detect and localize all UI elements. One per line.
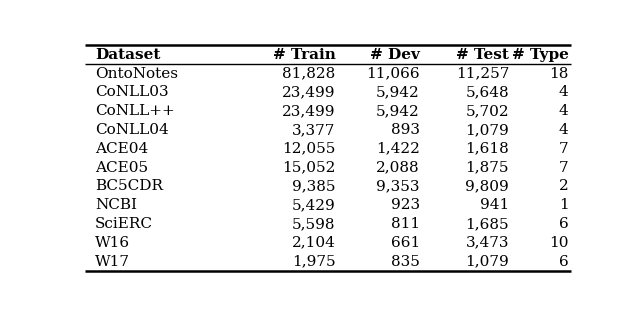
Text: NCBI: NCBI: [95, 198, 137, 212]
Text: 12,055: 12,055: [282, 142, 335, 156]
Text: 18: 18: [549, 67, 568, 81]
Text: 1,975: 1,975: [292, 255, 335, 268]
Text: Dataset: Dataset: [95, 48, 160, 62]
Text: 941: 941: [480, 198, 509, 212]
Text: 7: 7: [559, 160, 568, 175]
Text: 11,257: 11,257: [456, 67, 509, 81]
Text: 23,499: 23,499: [282, 85, 335, 99]
Text: 1,685: 1,685: [465, 217, 509, 231]
Text: 1,079: 1,079: [465, 255, 509, 268]
Text: 2: 2: [559, 179, 568, 193]
Text: 1,079: 1,079: [465, 123, 509, 137]
Text: 4: 4: [559, 85, 568, 99]
Text: 10: 10: [549, 236, 568, 250]
Text: 5,598: 5,598: [292, 217, 335, 231]
Text: 9,385: 9,385: [292, 179, 335, 193]
Text: # Type: # Type: [512, 48, 568, 62]
Text: 15,052: 15,052: [282, 160, 335, 175]
Text: 835: 835: [391, 255, 420, 268]
Text: 1,618: 1,618: [465, 142, 509, 156]
Text: 1: 1: [559, 198, 568, 212]
Text: BC5CDR: BC5CDR: [95, 179, 163, 193]
Text: 7: 7: [559, 142, 568, 156]
Text: 6: 6: [559, 217, 568, 231]
Text: 2,088: 2,088: [376, 160, 420, 175]
Text: 5,702: 5,702: [465, 104, 509, 118]
Text: SciERC: SciERC: [95, 217, 153, 231]
Text: 9,809: 9,809: [465, 179, 509, 193]
Text: # Train: # Train: [273, 48, 335, 62]
Text: # Test: # Test: [456, 48, 509, 62]
Text: 5,942: 5,942: [376, 104, 420, 118]
Text: CoNLL03: CoNLL03: [95, 85, 168, 99]
Text: 1,875: 1,875: [465, 160, 509, 175]
Text: OntoNotes: OntoNotes: [95, 67, 178, 81]
Text: 1,422: 1,422: [376, 142, 420, 156]
Text: 3,473: 3,473: [465, 236, 509, 250]
Text: 23,499: 23,499: [282, 104, 335, 118]
Text: W17: W17: [95, 255, 130, 268]
Text: 11,066: 11,066: [366, 67, 420, 81]
Text: 811: 811: [390, 217, 420, 231]
Text: 4: 4: [559, 104, 568, 118]
Text: 2,104: 2,104: [292, 236, 335, 250]
Text: CoNLL04: CoNLL04: [95, 123, 168, 137]
Text: 5,648: 5,648: [465, 85, 509, 99]
Text: 893: 893: [391, 123, 420, 137]
Text: 4: 4: [559, 123, 568, 137]
Text: 5,429: 5,429: [292, 198, 335, 212]
Text: W16: W16: [95, 236, 130, 250]
Text: 81,828: 81,828: [282, 67, 335, 81]
Text: CoNLL++: CoNLL++: [95, 104, 175, 118]
Text: ACE04: ACE04: [95, 142, 148, 156]
Text: 923: 923: [390, 198, 420, 212]
Text: # Dev: # Dev: [370, 48, 420, 62]
Text: 3,377: 3,377: [292, 123, 335, 137]
Text: 9,353: 9,353: [376, 179, 420, 193]
Text: 6: 6: [559, 255, 568, 268]
Text: 661: 661: [390, 236, 420, 250]
Text: ACE05: ACE05: [95, 160, 148, 175]
Text: 5,942: 5,942: [376, 85, 420, 99]
